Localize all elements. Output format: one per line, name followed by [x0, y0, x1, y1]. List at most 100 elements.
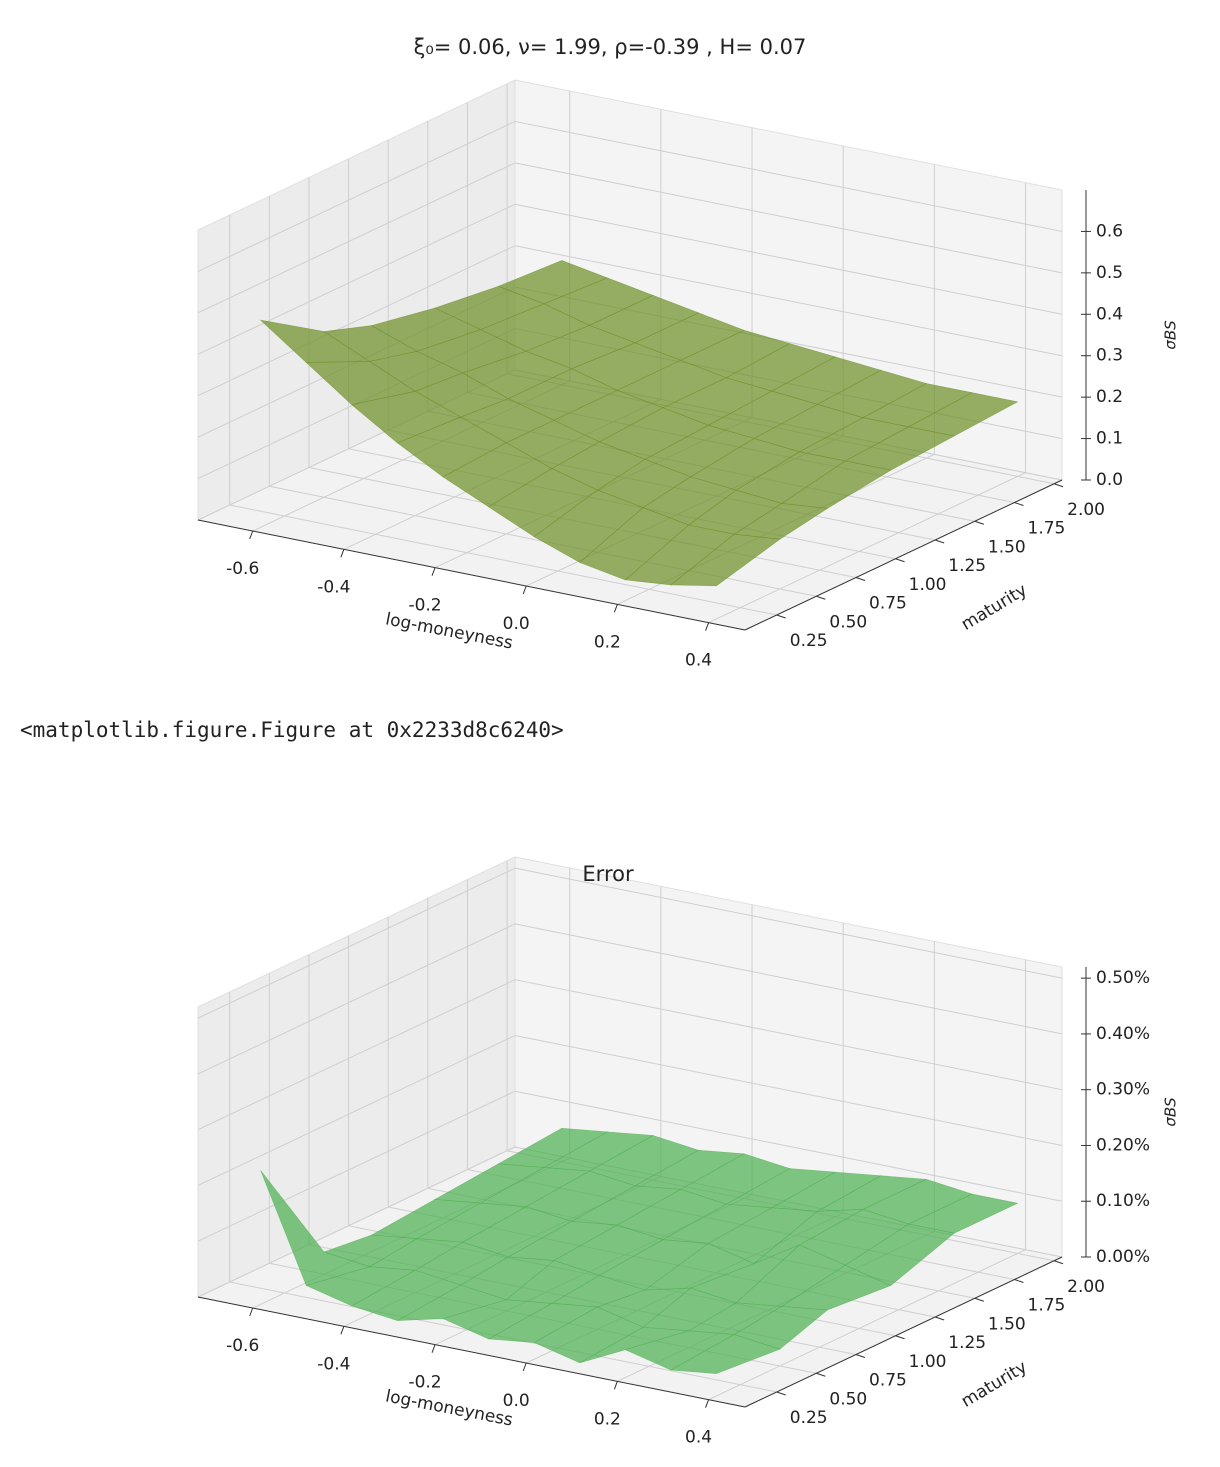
- grid-line: [197, 120, 516, 272]
- y-tick: [974, 1297, 984, 1302]
- grid-line: [514, 1034, 1063, 1146]
- grid-line: [514, 979, 1063, 1091]
- y-tick: [895, 558, 905, 563]
- y-axis: [744, 1256, 1063, 1408]
- z-tick-label: 0.5: [1096, 263, 1123, 283]
- chart-title: ξ₀= 0.06, ν= 1.99, ρ=-0.39 , H= 0.07: [414, 35, 807, 59]
- y-tick-label: 0.75: [869, 594, 907, 614]
- z-tick-label: 0.0: [1096, 470, 1123, 490]
- x-tick: [431, 1344, 436, 1353]
- x-axis: [197, 1296, 746, 1408]
- x-tick: [522, 1362, 527, 1372]
- x-tick-label: 0.0: [503, 614, 530, 634]
- y-tick: [974, 520, 984, 525]
- x-tick: [522, 585, 527, 595]
- z-tick-label: 0.3: [1096, 346, 1123, 366]
- y-tick: [935, 1316, 945, 1321]
- x-tick: [249, 530, 254, 540]
- x-tick: [705, 622, 710, 631]
- z-tick-label: 0.00%: [1096, 1247, 1150, 1267]
- y-tick-label: 1.50: [988, 537, 1026, 557]
- z-tick-label: 0.2: [1096, 387, 1123, 407]
- y-tick-label: 0.50: [829, 612, 867, 632]
- y-tick-label: 0.50: [829, 1389, 867, 1409]
- y-tick-label: 1.75: [1028, 1296, 1066, 1316]
- x-tick-label: -0.4: [317, 1354, 350, 1374]
- y-tick: [1014, 1279, 1024, 1283]
- x-tick: [431, 567, 436, 576]
- y-tick-label: 2.00: [1067, 1277, 1105, 1297]
- y-tick: [855, 1354, 866, 1358]
- y-tick: [895, 1335, 905, 1340]
- x-tick: [613, 604, 618, 613]
- y-tick-label: 1.50: [988, 1314, 1026, 1334]
- y-axis-label: maturity: [958, 1357, 1031, 1412]
- grid-line: [514, 245, 1063, 357]
- output-text: <matplotlib.figure.Figure at 0x2233d8c62…: [20, 718, 564, 742]
- grid-line: [514, 162, 1063, 274]
- x-tick: [340, 1326, 345, 1335]
- z-tick-label: 0.50%: [1096, 968, 1150, 988]
- grid-line: [514, 120, 1063, 232]
- y-tick-label: 2.00: [1067, 500, 1105, 520]
- y-tick: [816, 1372, 826, 1377]
- x-tick-label: 0.2: [594, 1409, 621, 1429]
- grid-line: [229, 504, 777, 616]
- z-tick-label: 0.10%: [1096, 1191, 1150, 1211]
- grid-line: [514, 203, 1063, 315]
- y-tick-label: 1.25: [948, 1333, 986, 1353]
- z-tick-label: 0.20%: [1096, 1135, 1150, 1155]
- x-tick-label: -0.2: [408, 1373, 441, 1393]
- z-axis-label: σBS: [1162, 1097, 1180, 1127]
- surface-chart: -0.6 -0.4 -0.2 0.0 0.2 0.4 0.250.500.751.001.2…: [196, 35, 1180, 671]
- y-tick-label: 1.25: [948, 556, 986, 576]
- y-axis: [744, 479, 1063, 631]
- y-tick-label: 1.75: [1028, 519, 1066, 539]
- chart-title: Error: [582, 862, 634, 886]
- grid-line: [197, 1090, 516, 1242]
- x-tick-label: 0.4: [685, 1428, 712, 1448]
- y-tick-label: 1.00: [909, 1352, 947, 1372]
- y-tick-label: 0.75: [869, 1371, 907, 1391]
- y-tick: [1053, 483, 1064, 488]
- grid-line: [197, 979, 516, 1131]
- surface-patch: [670, 533, 781, 587]
- x-tick-label: -0.2: [408, 596, 441, 616]
- z-tick-label: 0.6: [1096, 221, 1123, 241]
- y-tick: [1014, 502, 1024, 506]
- x-tick-label: -0.4: [317, 577, 350, 597]
- y-tick: [776, 614, 786, 619]
- z-tick-label: 0.30%: [1096, 1080, 1150, 1100]
- x-tick: [613, 1381, 618, 1390]
- x-tick-label: -0.6: [226, 559, 259, 579]
- y-tick: [776, 1391, 786, 1396]
- x-axis-label: log-moneyness: [384, 609, 515, 653]
- z-tick-label: 0.4: [1096, 304, 1123, 324]
- x-tick-label: -0.6: [226, 1336, 259, 1356]
- surface-patch: [669, 1334, 781, 1374]
- grid-line: [514, 1090, 1063, 1202]
- grid-line: [197, 203, 516, 355]
- z-axis-label: σBS: [1162, 320, 1180, 350]
- y-tick-label: 1.00: [909, 575, 947, 595]
- x-tick: [249, 1307, 254, 1317]
- z-tick-label: 0.1: [1096, 429, 1123, 449]
- y-tick: [935, 539, 945, 544]
- grid-line: [197, 245, 516, 397]
- grid-line: [197, 867, 516, 1019]
- grid-line: [197, 1035, 516, 1186]
- grid-line: [514, 923, 1063, 1035]
- y-tick-label: 0.25: [790, 631, 828, 651]
- grid-line: [514, 867, 1063, 979]
- x-tick-label: 0.0: [503, 1391, 530, 1411]
- grid-line: [197, 923, 516, 1075]
- y-axis-label: maturity: [958, 580, 1031, 635]
- grid-line: [197, 162, 516, 314]
- grid-line: [197, 1146, 516, 1298]
- y-tick: [855, 577, 866, 581]
- x-tick-label: 0.4: [685, 651, 712, 671]
- surface-chart: -0.6 -0.4 -0.2 0.0 0.2 0.4 0.250.500.751.001.2…: [196, 856, 1180, 1448]
- grid-line: [708, 1249, 1026, 1401]
- z-tick-label: 0.40%: [1096, 1024, 1150, 1044]
